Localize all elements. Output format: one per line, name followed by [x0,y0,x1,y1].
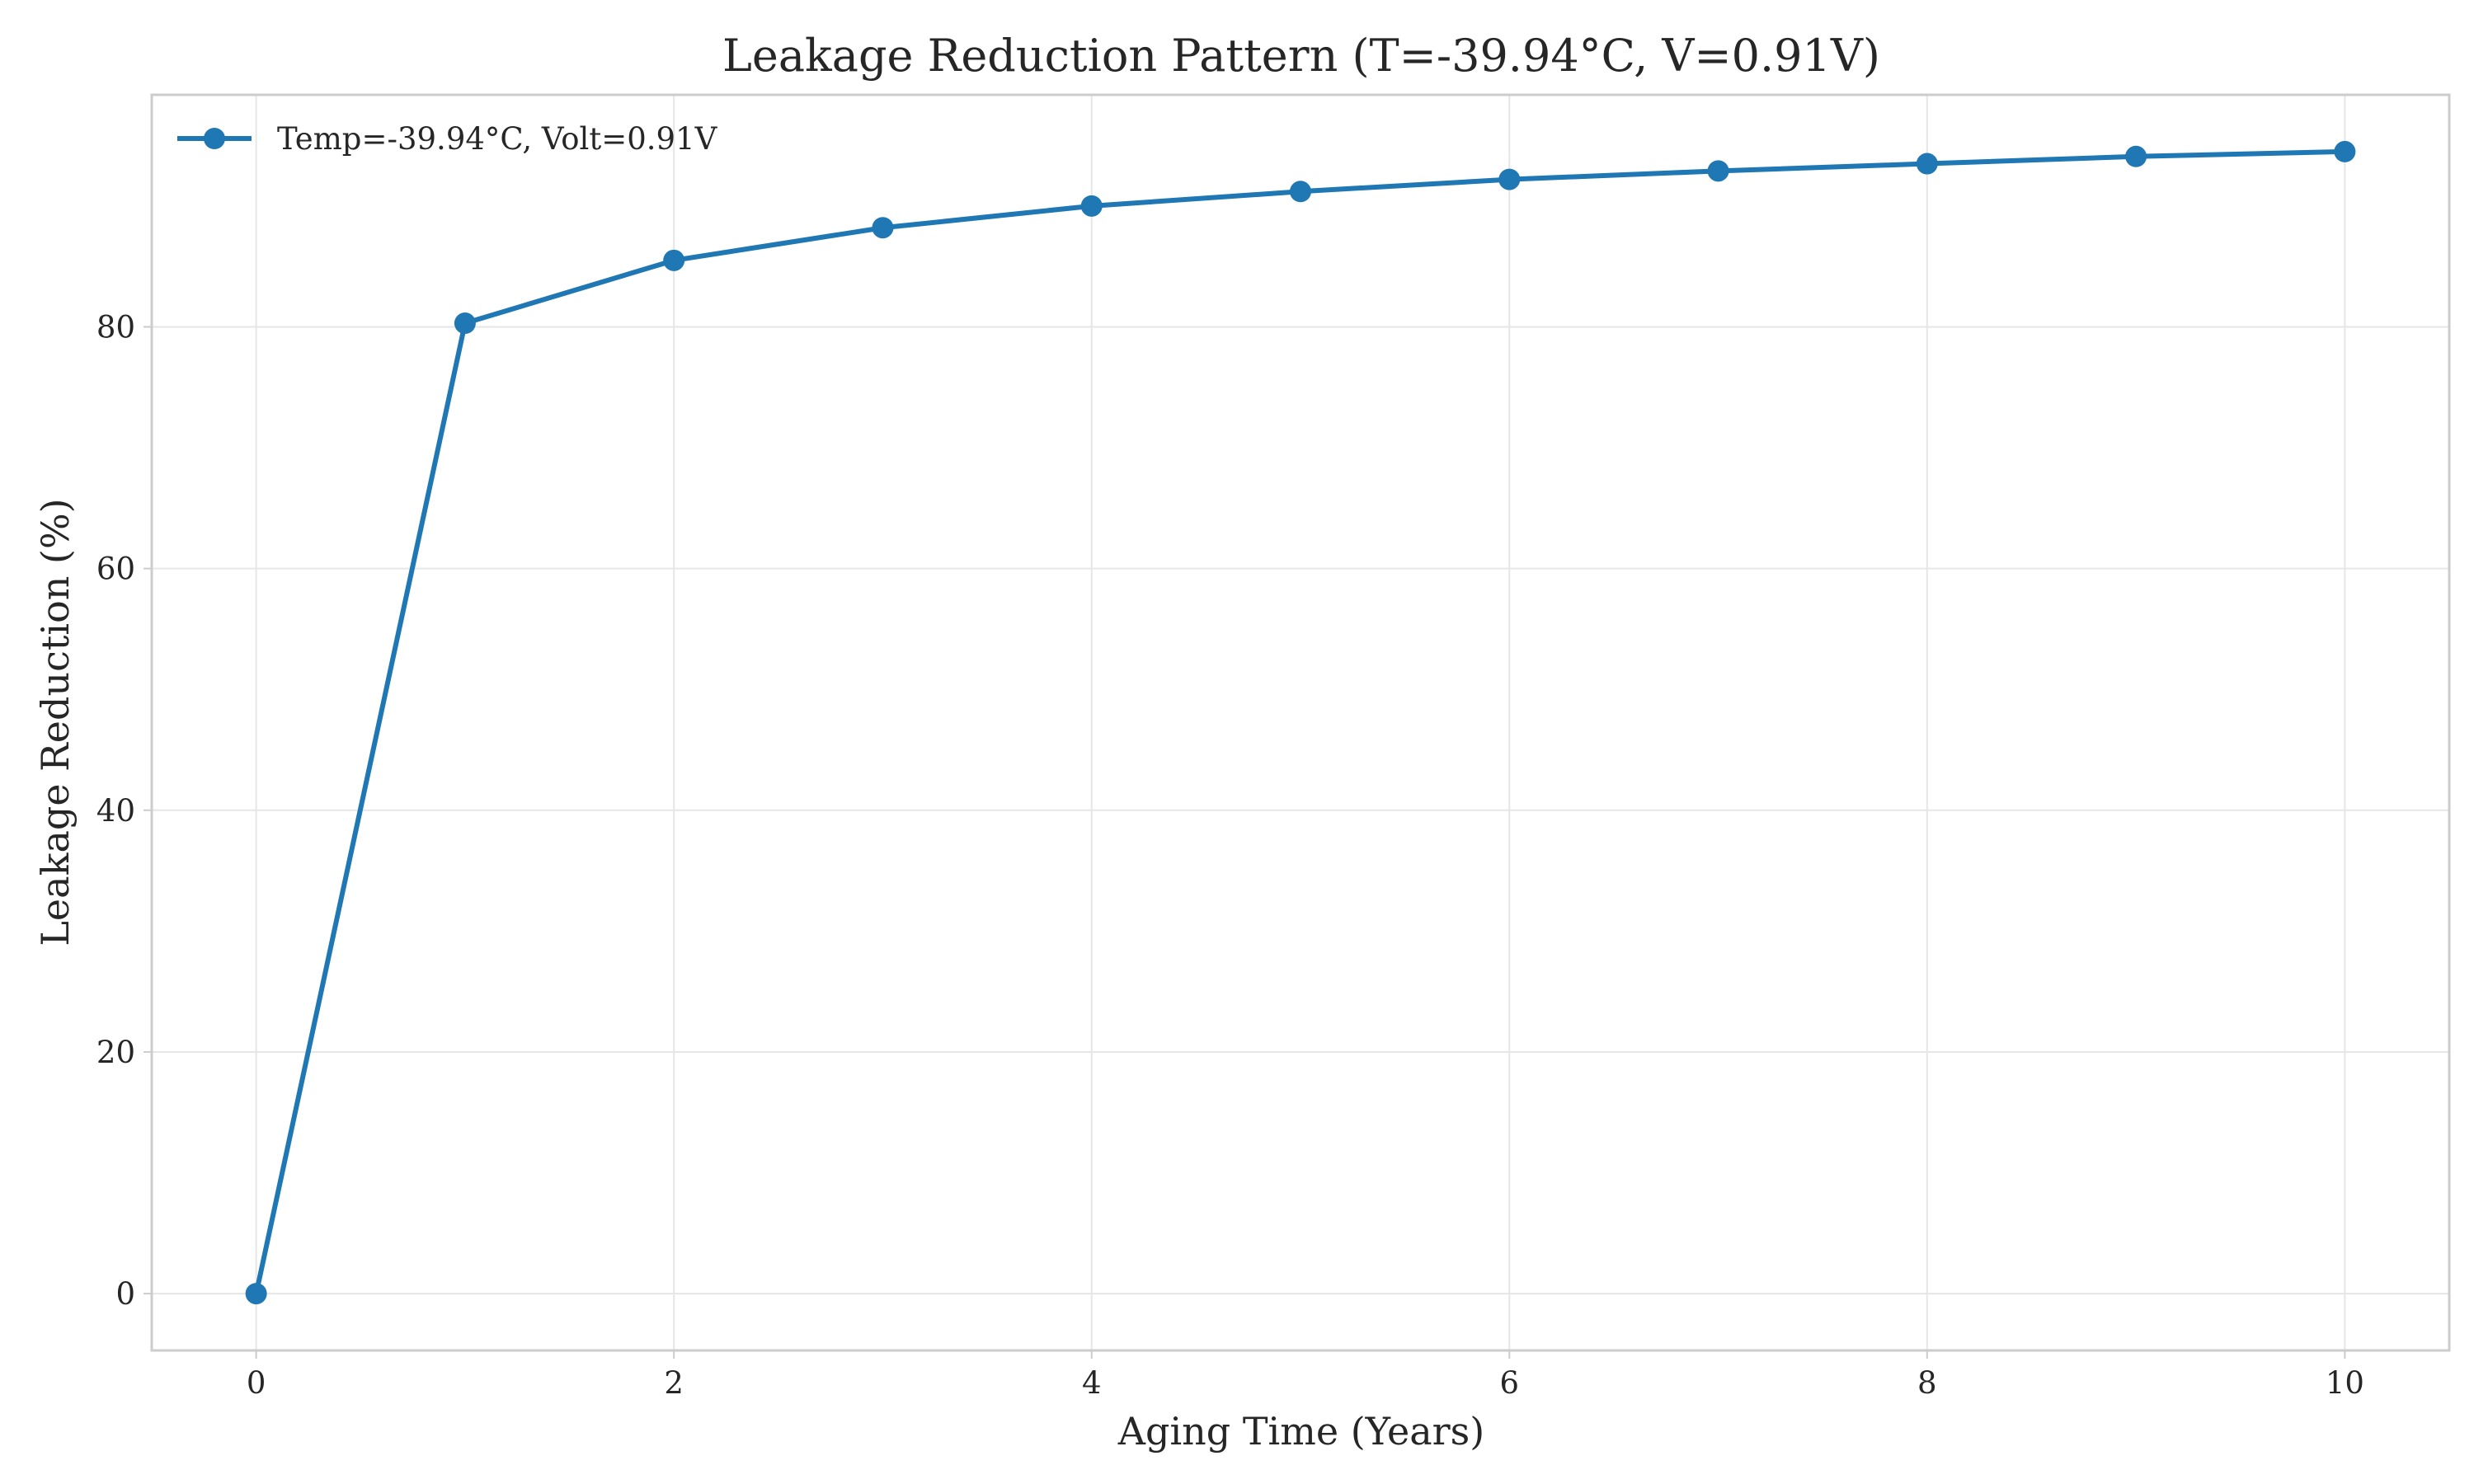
data-point [1707,160,1729,182]
series-layer [245,140,2356,1305]
y-tick-label: 60 [96,552,135,587]
data-point [1498,168,1521,190]
series-line [253,148,2345,1294]
x-tick-label: 2 [664,1365,684,1401]
tick-layer: 0 2 4 6 8 10 0 20 40 60 80 [96,309,2364,1401]
legend-label: Temp=-39.94°C, Volt=0.91V [277,121,718,157]
legend-marker [204,128,225,149]
y-tick-label: 0 [115,1276,135,1312]
x-tick-label: 0 [247,1365,266,1401]
x-tick-label: 6 [1499,1365,1519,1401]
grid-layer [152,95,2449,1350]
data-point [2125,145,2147,167]
y-axis-label: Leakage Reduction (%) [33,498,78,946]
data-point [1290,181,1311,203]
data-point [663,249,685,271]
data-point [872,217,894,239]
x-tick-label: 8 [1917,1365,1937,1401]
chart-title: Leakage Reduction Pattern (T=-39.94°C, V… [722,30,1880,82]
y-tick-label: 20 [96,1035,135,1070]
x-tick-label: 4 [1082,1365,1102,1401]
x-axis-label: Aging Time (Years) [1117,1409,1484,1453]
plot-frame [150,93,2451,1352]
legend: Temp=-39.94°C, Volt=0.91V [177,121,718,157]
data-point [454,312,476,335]
data-point [2334,140,2356,162]
data-point [1080,195,1103,217]
y-tick-label: 40 [96,793,135,829]
y-tick-label: 80 [96,309,135,345]
data-point [245,1283,267,1305]
data-point [1916,153,1938,175]
x-tick-label: 10 [2326,1365,2364,1401]
